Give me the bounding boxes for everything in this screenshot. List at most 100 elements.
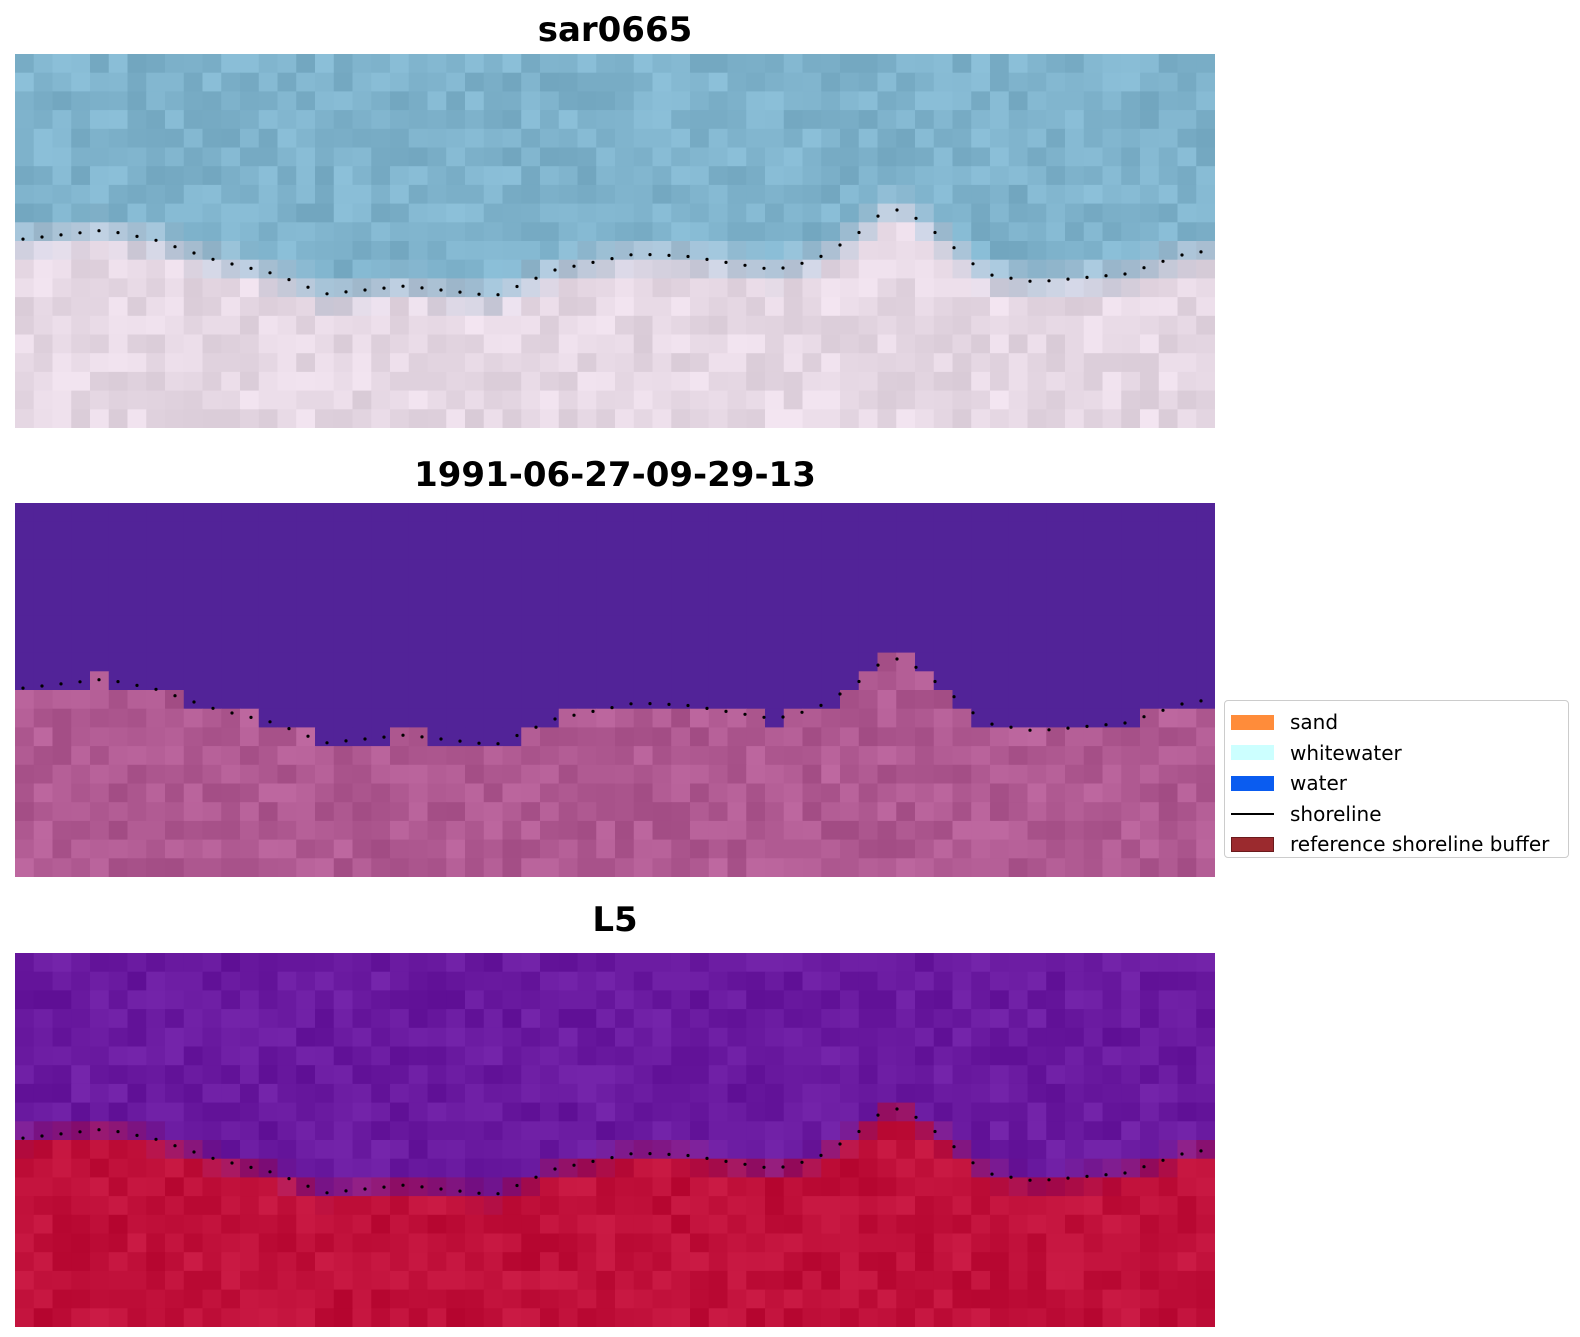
- pixel-cell: [671, 409, 691, 428]
- pixel-cell: [427, 596, 447, 616]
- shoreline-dot: [496, 742, 500, 746]
- pixel-cell: [33, 1233, 54, 1253]
- pixel-cell: [652, 110, 672, 130]
- pixel-cell: [165, 315, 185, 336]
- pixel-cell: [802, 746, 822, 766]
- pixel-cell: [1027, 1140, 1047, 1160]
- shoreline-dot: [1123, 272, 1127, 276]
- pixel-cell: [540, 820, 560, 841]
- pixel-cell: [671, 184, 691, 205]
- pixel-cell: [483, 222, 504, 242]
- pixel-cell: [1158, 858, 1179, 877]
- pixel-cell: [446, 1289, 466, 1309]
- pixel-cell: [465, 72, 485, 92]
- pixel-cell: [90, 802, 110, 822]
- pixel-cell: [802, 1158, 822, 1178]
- pixel-cell: [71, 1046, 91, 1066]
- pixel-cell: [408, 1214, 429, 1235]
- pixel-cell: [765, 839, 785, 859]
- pixel-cell: [221, 278, 241, 298]
- pixel-cell: [1046, 1233, 1066, 1253]
- pixel-cell: [1027, 1270, 1047, 1291]
- pixel-cell: [465, 953, 485, 973]
- pixel-cell: [465, 147, 485, 167]
- pixel-cell: [465, 1158, 485, 1178]
- pixel-cell: [221, 353, 241, 373]
- pixel-cell: [615, 559, 635, 579]
- pixel-cell: [596, 409, 616, 428]
- pixel-cell: [446, 315, 466, 336]
- pixel-cell: [1140, 390, 1160, 410]
- pixel-cell: [483, 559, 504, 579]
- pixel-cell: [915, 1196, 935, 1216]
- pixel-cell: [971, 91, 991, 111]
- pixel-cell: [52, 110, 72, 130]
- pixel-cell: [33, 1196, 54, 1216]
- pixel-cell: [408, 953, 429, 973]
- pixel-cell: [165, 1177, 185, 1197]
- pixel-cell: [1196, 690, 1215, 710]
- pixel-cell: [183, 1027, 204, 1048]
- pixel-cell: [1158, 577, 1179, 598]
- pixel-cell: [952, 559, 972, 579]
- pixel-cell: [71, 353, 91, 373]
- pixel-cell: [221, 540, 241, 560]
- pixel-cell: [877, 690, 897, 710]
- pixel-cell: [821, 184, 841, 205]
- pixel-cell: [577, 690, 597, 710]
- pixel-cell: [690, 858, 710, 877]
- shoreline-dot: [1028, 728, 1032, 732]
- pixel-cell: [652, 334, 672, 354]
- shoreline-dot: [990, 722, 994, 726]
- pixel-cell: [408, 1046, 429, 1066]
- pixel-cell: [1083, 820, 1104, 841]
- pixel-cell: [1196, 297, 1215, 317]
- pixel-cell: [1158, 409, 1179, 428]
- pixel-cell: [90, 241, 110, 261]
- pixel-cell: [502, 652, 522, 672]
- pixel-cell: [821, 1289, 841, 1309]
- pixel-cell: [783, 110, 804, 130]
- pixel-cell: [352, 278, 372, 298]
- pixel-cell: [427, 971, 447, 991]
- pixel-cell: [1008, 184, 1029, 205]
- pixel-cell: [483, 353, 504, 373]
- pixel-cell: [146, 54, 166, 74]
- pixel-cell: [165, 953, 185, 973]
- pixel-cell: [71, 241, 91, 261]
- pixel-cell: [877, 353, 897, 373]
- pixel-cell: [258, 708, 279, 728]
- pixel-cell: [840, 953, 860, 973]
- pixel-cell: [877, 953, 897, 973]
- pixel-cell: [596, 1214, 616, 1235]
- pixel-cell: [146, 746, 166, 766]
- pixel-cell: [577, 858, 597, 877]
- pixel-cell: [108, 503, 129, 523]
- pixel-cell: [71, 203, 91, 223]
- pixel-cell: [1046, 54, 1066, 74]
- pixel-cell: [390, 203, 410, 223]
- pixel-cell: [540, 297, 560, 317]
- pixel-cell: [896, 521, 916, 541]
- pixel-cell: [933, 596, 954, 616]
- pixel-cell: [802, 1177, 822, 1197]
- pixel-cell: [202, 671, 222, 691]
- pixel-cell: [390, 1270, 410, 1291]
- pixel-cell: [315, 297, 335, 317]
- pixel-cell: [1065, 1252, 1085, 1272]
- pixel-cell: [746, 222, 766, 242]
- pixel-cell: [52, 1233, 72, 1253]
- pixel-cell: [821, 971, 841, 991]
- pixel-cell: [15, 764, 35, 785]
- pixel-cell: [1177, 615, 1197, 635]
- shoreline-dot: [781, 1165, 785, 1169]
- pixel-cell: [1121, 615, 1141, 635]
- pixel-cell: [221, 858, 241, 877]
- pixel-cell: [802, 315, 822, 336]
- pixel-cell: [558, 652, 579, 672]
- pixel-cell: [802, 858, 822, 877]
- pixel-cell: [1102, 1140, 1122, 1160]
- pixel-cell: [577, 241, 597, 261]
- pixel-cell: [783, 708, 804, 728]
- pixel-cell: [390, 1102, 410, 1122]
